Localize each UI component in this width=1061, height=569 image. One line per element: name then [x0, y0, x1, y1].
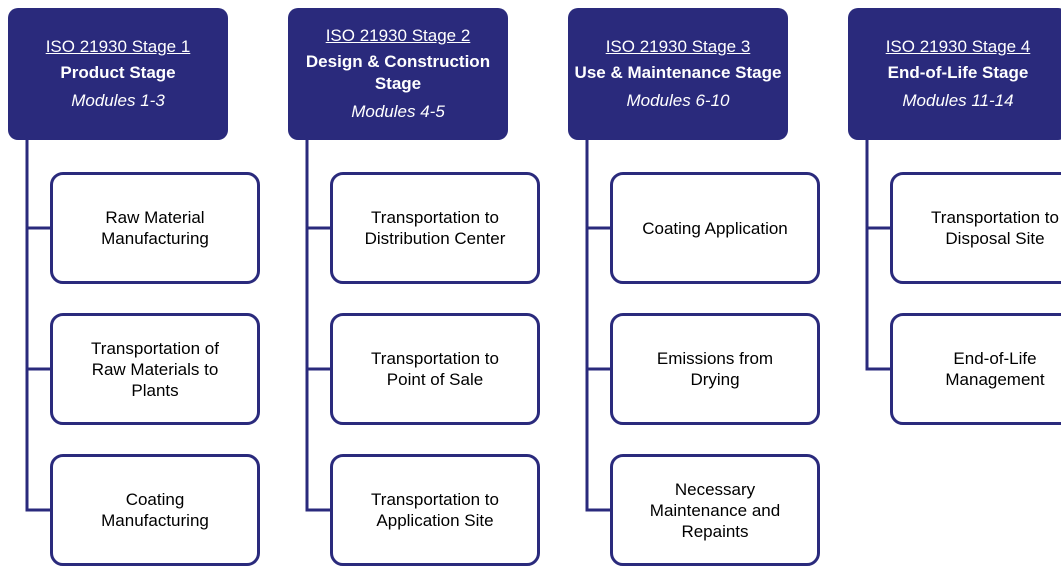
stage-label: ISO 21930 Stage 3	[605, 37, 751, 56]
stage-modules: Modules 4-5	[351, 102, 445, 121]
process-label: Transportation to Distribution Center	[364, 208, 506, 248]
stage-header: ISO 21930 Stage 2 Design & Construction S…	[288, 8, 508, 140]
stage-name: Product Stage	[60, 63, 176, 82]
process-box: Transportation of Raw Materials to Plant…	[50, 313, 260, 425]
process-label: Transportation to Point of Sale	[371, 349, 499, 389]
process-label: Necessary Maintenance and Repaints	[649, 479, 781, 541]
process-box: End-of-Life Management	[890, 313, 1061, 425]
process-box: Transportation to Point of Sale	[330, 313, 540, 425]
stage-label: ISO 21930 Stage 1	[45, 37, 191, 56]
stage-header: ISO 21930 Stage 3 Use & Maintenance Stage…	[568, 8, 788, 140]
process-box: Raw Material Manufacturing	[50, 172, 260, 284]
stage-modules: Modules 1-3	[71, 91, 165, 110]
process-box: Coating Application	[610, 172, 820, 284]
process-box: Emissions from Drying	[610, 313, 820, 425]
stage-header: ISO 21930 Stage 4 End-of-Life Stage Module…	[848, 8, 1061, 140]
stage-name: End-of-Life Stage	[887, 63, 1029, 82]
process-label: Transportation of Raw Materials to Plant…	[91, 338, 219, 400]
stage-modules: Modules 11-14	[902, 91, 1014, 110]
process-label: Emissions from Drying	[656, 349, 774, 389]
stage-label: ISO 21930 Stage 2	[325, 26, 471, 45]
stage-name: Use & Maintenance Stage	[574, 63, 782, 82]
process-box: Coating Manufacturing	[50, 454, 260, 566]
process-box: Transportation to Application Site	[330, 454, 540, 566]
process-label: Coating Manufacturing	[101, 490, 209, 530]
process-box: Necessary Maintenance and Repaints	[610, 454, 820, 566]
stage-label: ISO 21930 Stage 4	[885, 37, 1031, 56]
process-label: Transportation to Application Site	[371, 490, 499, 530]
process-box: Transportation to Disposal Site	[890, 172, 1061, 284]
process-label: Raw Material Manufacturing	[101, 208, 209, 248]
process-box: Transportation to Distribution Center	[330, 172, 540, 284]
stage-name: Design & Construction Stage	[305, 52, 491, 93]
stage-modules: Modules 6-10	[626, 91, 730, 110]
process-label: Coating Application	[642, 218, 788, 238]
process-label: Transportation to Disposal Site	[931, 208, 1059, 248]
stage-header: ISO 21930 Stage 1 Product Stage Modules 1-…	[8, 8, 228, 140]
process-label: End-of-Life Management	[945, 349, 1045, 389]
